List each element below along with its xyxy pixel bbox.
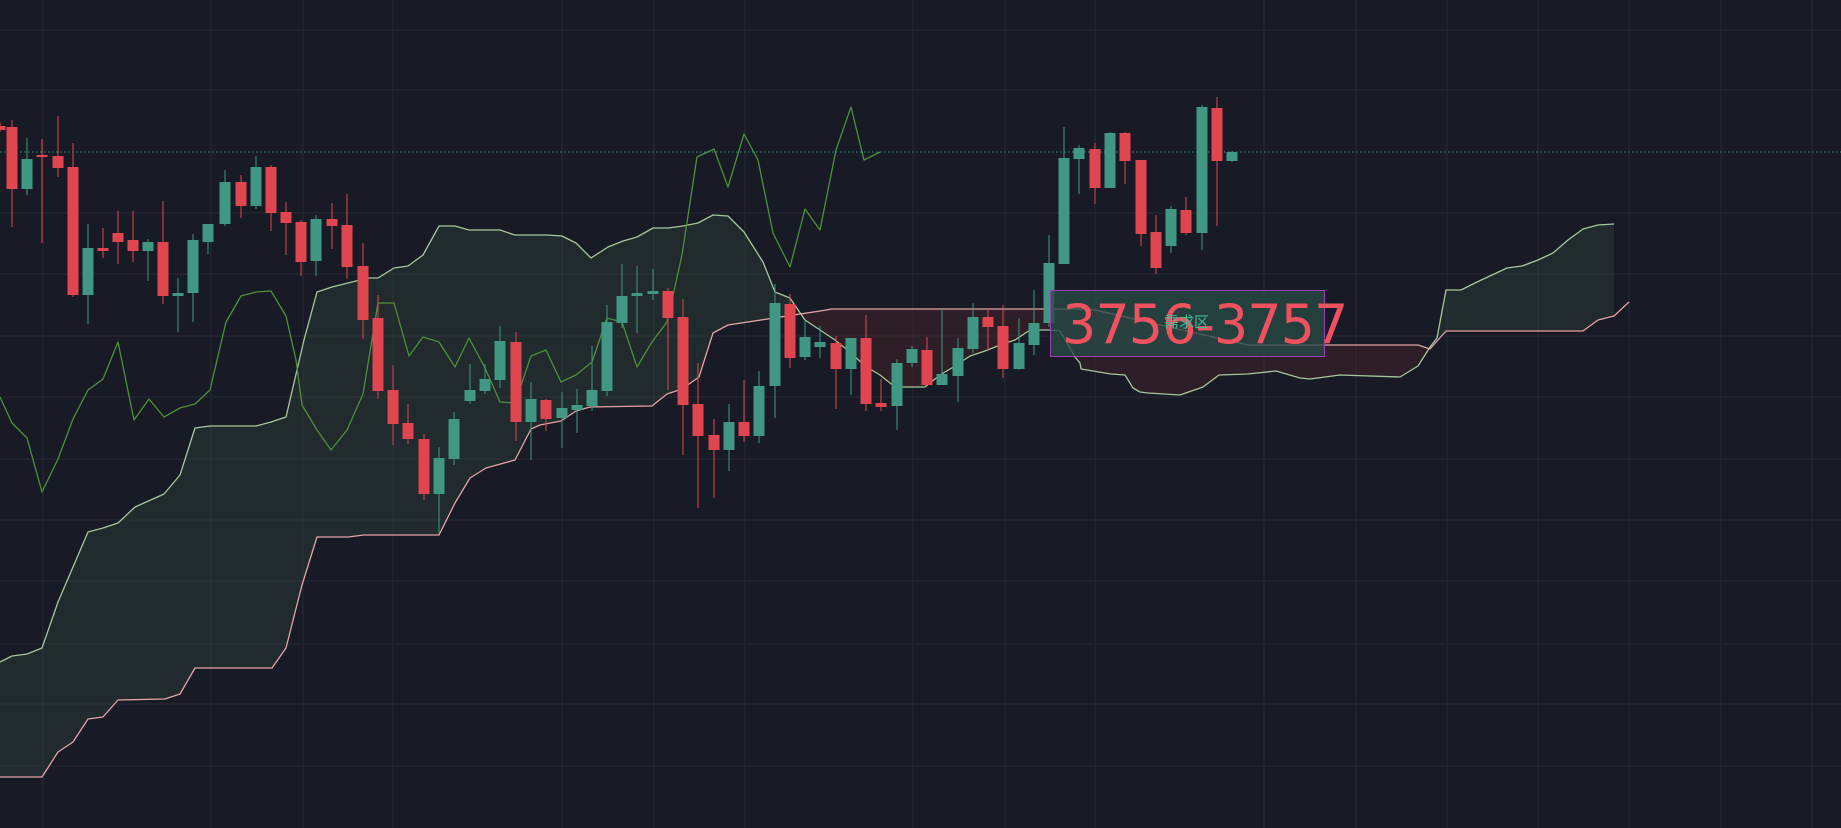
- candle-bearish: [997, 305, 1009, 378]
- candle-bullish: [556, 392, 568, 448]
- candle-bearish: [357, 243, 369, 339]
- candle-bullish: [753, 371, 765, 443]
- candle-bullish: [1058, 127, 1070, 264]
- candle-bearish: [1135, 160, 1147, 246]
- candle-bullish: [1196, 105, 1208, 250]
- candle-bullish: [525, 382, 537, 460]
- candle-bullish: [631, 266, 643, 333]
- candle-bearish: [1150, 215, 1162, 274]
- candle-bullish: [494, 326, 506, 388]
- bullish-cloud: [0, 215, 801, 777]
- candle-bullish: [845, 338, 857, 395]
- candle-bearish: [1119, 132, 1131, 184]
- candle-bullish: [601, 305, 613, 396]
- candle-bearish: [127, 211, 139, 262]
- candle-bearish: [372, 295, 384, 399]
- candle-bullish: [219, 170, 231, 226]
- demand-zone-annotation[interactable]: 3756-3757 需求区: [1050, 290, 1348, 357]
- candle-bullish: [82, 224, 94, 324]
- candle-bearish: [662, 288, 674, 390]
- candle-bullish: [1104, 132, 1116, 188]
- candle-bullish: [723, 404, 735, 471]
- candle-bearish: [1089, 143, 1101, 204]
- candle-bullish: [310, 215, 322, 276]
- candle-bearish: [295, 220, 307, 276]
- candle-bearish: [510, 332, 522, 441]
- candle-bearish: [67, 143, 79, 297]
- senkou-span-b-line: [0, 301, 1630, 778]
- candle-bearish: [540, 399, 552, 431]
- candle-bullish: [142, 239, 154, 281]
- candle-bullish: [586, 346, 598, 411]
- candle-bullish: [448, 412, 460, 465]
- candle-bullish: [1073, 145, 1085, 194]
- candle-bearish: [341, 194, 353, 279]
- candle-bullish: [799, 320, 811, 360]
- candle-bearish: [387, 365, 399, 445]
- candle-bearish: [112, 211, 124, 264]
- candle-bearish: [280, 202, 292, 255]
- candle-bullish: [769, 284, 781, 418]
- candle-bearish: [326, 203, 338, 249]
- candle-bearish: [265, 165, 277, 231]
- candle-bullish: [952, 338, 964, 402]
- candle-bearish: [6, 120, 18, 227]
- candle-bearish: [708, 419, 720, 498]
- candle-bullish: [433, 447, 445, 533]
- candle-bearish: [1180, 197, 1192, 235]
- candle-bullish: [891, 359, 903, 430]
- candle-bearish: [860, 315, 872, 411]
- candle-bearish: [52, 116, 64, 177]
- candle-bullish: [479, 364, 491, 394]
- candle-bearish: [921, 337, 933, 385]
- candle-bearish: [677, 299, 689, 455]
- candle-bullish: [1226, 151, 1238, 162]
- candle-bullish: [814, 326, 826, 358]
- candle-bullish: [647, 269, 659, 300]
- bullish-cloud: [1429, 224, 1614, 349]
- candle-bearish: [875, 379, 887, 411]
- candle-bearish: [982, 308, 994, 351]
- candle-bearish: [97, 228, 109, 258]
- candle-bullish: [967, 303, 979, 353]
- candle-bullish: [906, 346, 918, 367]
- candle-bullish: [172, 278, 184, 332]
- lagging-span-line: [0, 106, 881, 493]
- candle-bullish: [202, 224, 214, 254]
- candle-bearish: [235, 175, 247, 218]
- candle-bullish: [464, 364, 476, 404]
- candle-bearish: [784, 294, 796, 368]
- candle-bullish: [571, 389, 583, 433]
- candle-bullish: [936, 310, 948, 385]
- demand-zone-price-range: 3756-3757: [1062, 293, 1348, 356]
- candle-bearish: [157, 201, 169, 304]
- candles: [0, 97, 1238, 533]
- candle-bullish: [1165, 206, 1177, 253]
- candle-bullish: [21, 138, 33, 195]
- candle-bearish: [418, 434, 430, 500]
- candle-bearish: [0, 122, 6, 132]
- candle-bearish: [36, 139, 48, 243]
- candle-bullish: [187, 234, 199, 322]
- candle-bullish: [1013, 318, 1025, 370]
- candle-bullish: [1043, 235, 1055, 327]
- candle-bullish: [250, 156, 262, 209]
- candle-bearish: [692, 363, 704, 508]
- demand-zone-label: 需求区: [1164, 313, 1210, 331]
- candle-bearish: [738, 380, 750, 442]
- candle-bullish: [616, 264, 628, 328]
- candle-bullish: [1028, 290, 1040, 355]
- candle-bearish: [1211, 97, 1223, 226]
- candle-bearish: [402, 404, 414, 444]
- candle-bearish: [830, 336, 842, 409]
